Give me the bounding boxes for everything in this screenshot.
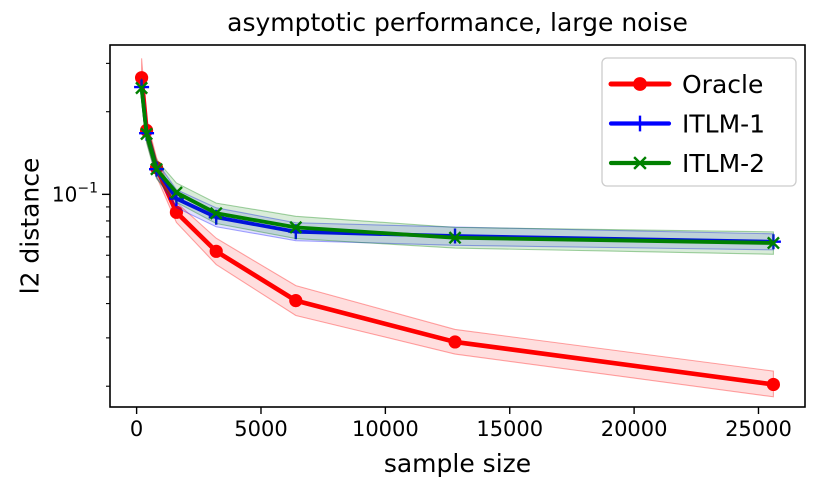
marker-itlm-2 bbox=[150, 162, 163, 176]
marker-itlm-2 bbox=[169, 186, 183, 200]
marker-itlm-2 bbox=[135, 81, 149, 95]
marker-oracle bbox=[169, 205, 184, 219]
marker-oracle bbox=[209, 244, 223, 258]
marker-itlm-2 bbox=[448, 231, 462, 245]
legend-marker-oracle bbox=[633, 77, 647, 91]
x-tick-label: 10000 bbox=[352, 417, 419, 441]
marker-itlm-2 bbox=[766, 236, 780, 250]
x-tick-label: 15000 bbox=[476, 417, 543, 441]
marker-itlm-2 bbox=[289, 220, 303, 234]
marker-oracle bbox=[448, 335, 462, 349]
marker-oracle bbox=[134, 71, 149, 85]
legend-marker-itlm-2 bbox=[633, 156, 647, 170]
x-tick-label: 0 bbox=[130, 417, 143, 441]
marker-itlm-2 bbox=[209, 206, 223, 220]
chart-title: asymptotic performance, large noise bbox=[227, 8, 688, 37]
legend-box bbox=[601, 57, 797, 187]
x-axis-label: sample size bbox=[383, 449, 532, 478]
y-tick-label: 10−1 bbox=[52, 180, 98, 206]
plot-area bbox=[109, 44, 806, 408]
legend-label-itlm-2: ITLM-2 bbox=[682, 149, 765, 178]
series-line-itlm-2 bbox=[139, 86, 776, 245]
marker-oracle bbox=[766, 377, 781, 392]
x-tick-label: 25000 bbox=[725, 417, 792, 441]
marker-itlm-2 bbox=[140, 127, 154, 141]
legend-marker-itlm-1 bbox=[632, 115, 648, 132]
x-tick-label: 5000 bbox=[234, 417, 287, 441]
legend-label-oracle: Oracle bbox=[682, 70, 763, 99]
marker-oracle bbox=[289, 294, 303, 308]
legend-label-itlm-1: ITLM-1 bbox=[682, 110, 765, 139]
x-tick-label: 20000 bbox=[601, 417, 668, 441]
